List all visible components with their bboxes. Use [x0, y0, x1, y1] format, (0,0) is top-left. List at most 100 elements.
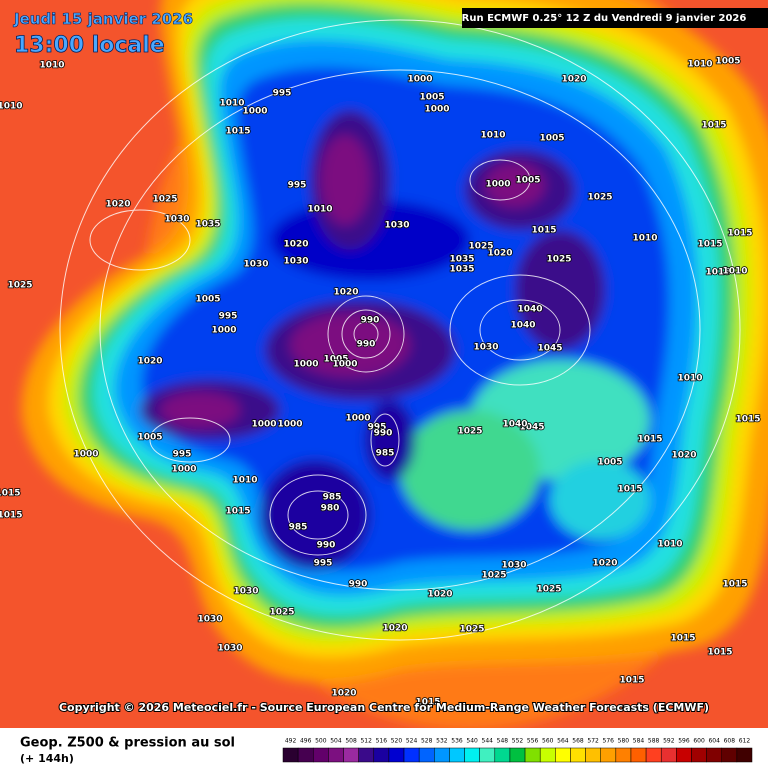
isobar-label: 1025: [587, 193, 612, 203]
isobar-label: 1025: [481, 571, 506, 581]
colorbar-swatch: [676, 747, 692, 763]
isobar-label: 1010: [219, 99, 244, 109]
isobar-label: 995: [314, 559, 333, 569]
isobar-label: 1030: [243, 260, 268, 270]
geopotential-field: [21, 0, 768, 730]
colorbar-swatch: [615, 747, 632, 763]
colorbar-label: 564: [557, 738, 569, 745]
colorbar-label: 580: [618, 738, 630, 745]
forecast-time: 13:00 locale: [14, 33, 165, 58]
isobar-label: 1015: [670, 634, 695, 644]
isobar-label: 1000: [293, 360, 318, 370]
colorbar-swatch: [600, 747, 617, 763]
isobar-label: 990: [361, 316, 380, 326]
isobar-label: 1010: [39, 61, 64, 71]
colorbar-label: 540: [466, 738, 478, 745]
isobar-label: 1000: [485, 180, 510, 190]
colorbar-label: 604: [708, 738, 720, 745]
isobar-label: 1015: [415, 698, 440, 708]
colorbar-label: 560: [542, 738, 554, 745]
isobar-label: 1015: [0, 489, 21, 499]
colorbar-label: 600: [693, 738, 705, 745]
isobar-label: 1030: [473, 343, 498, 353]
colorbar-label: 572: [587, 738, 599, 745]
colorbar-label: 528: [421, 738, 433, 745]
forecast-date: Jeudi 15 janvier 2026: [13, 10, 193, 28]
isobar-label: 1010: [307, 205, 332, 215]
colorbar-label: 544: [482, 738, 494, 745]
colorbar-label: 504: [330, 738, 342, 745]
isobar-label: 1000: [277, 420, 302, 430]
isobar-label: 1025: [546, 255, 571, 265]
isobar-label: 1020: [283, 240, 308, 250]
isobar-label: 1000: [345, 414, 370, 424]
isobar-label: 1000: [424, 105, 449, 115]
isobar-label: 1030: [217, 644, 242, 654]
isobar-label: 1015: [707, 648, 732, 658]
isobar-label: 1010: [677, 374, 702, 384]
colorbar-swatch: [388, 747, 405, 763]
isobar-label: 1005: [195, 295, 220, 305]
isobar-label: 1025: [7, 281, 32, 291]
isobar-label: 1005: [515, 176, 540, 186]
isobar-label: 1010: [657, 540, 682, 550]
isobar-label: 1025: [457, 427, 482, 437]
isobar-label: 1015: [225, 127, 250, 137]
run-info: Run ECMWF 0.25° 12 Z du Vendredi 9 janvi…: [462, 13, 747, 24]
isobar-label: 1015: [697, 240, 722, 250]
isobar-label: 995: [288, 181, 307, 191]
copyright: Copyright © 2026 Meteociel.fr - Source E…: [59, 701, 709, 714]
colorbar-label: 508: [345, 738, 357, 745]
isobar-label: 995: [219, 312, 238, 322]
colorbar-label: 596: [678, 738, 690, 745]
isobar-label: 1005: [137, 433, 162, 443]
colorbar-label: 492: [285, 738, 297, 745]
isobar-label: 995: [173, 450, 192, 460]
isobar-label: 1015: [619, 676, 644, 686]
isobar-label: 1000: [242, 107, 267, 117]
isobar-label: 1020: [382, 624, 407, 634]
isobar-label: 995: [273, 89, 292, 99]
colorbar-swatch: [539, 747, 556, 763]
isobar-label: 1025: [269, 608, 294, 618]
isobar-label: 1030: [164, 215, 189, 225]
isobar-label: 1030: [384, 221, 409, 231]
isobar-label: 1020: [671, 451, 696, 461]
run-box: [462, 8, 768, 28]
colorbar-label: 588: [648, 738, 660, 745]
colorbar-swatch: [630, 747, 647, 763]
isobar-label: 1010: [687, 60, 712, 70]
isobar-label: 1035: [449, 265, 474, 275]
colorbar-label: 520: [391, 738, 403, 745]
isobar-label: 985: [289, 523, 308, 533]
colorbar-label: 496: [300, 738, 312, 745]
isobar-label: 1020: [331, 689, 356, 699]
isobar-label: 985: [323, 493, 342, 503]
colorbar-swatch: [570, 747, 586, 763]
isobar-label: 1035: [195, 220, 220, 230]
isobar-label: 1040: [510, 321, 535, 331]
isobar-label: 1010: [232, 476, 257, 486]
isobar-label: 990: [349, 580, 368, 590]
isobar-label: 1040: [517, 305, 542, 315]
isobar-label: 995: [368, 423, 387, 433]
isobar-label: 1030: [233, 587, 258, 597]
colorbar: 492 496 500 504 508 512 516 520 524 528 532 536 540 5…: [282, 738, 753, 763]
isobar-label: 1010: [0, 102, 23, 112]
footer-lead: (+ 144h): [20, 752, 74, 765]
isobar-label: 1020: [105, 200, 130, 210]
isobar-label: 1025: [468, 242, 493, 252]
isobar-label: 1015: [531, 226, 556, 236]
colorbar-label: 524: [406, 738, 418, 745]
colorbar-swatch: [524, 747, 541, 763]
isobar-label: 1015: [0, 511, 23, 521]
colorbar-swatch: [358, 747, 375, 763]
isobar-label: 1025: [459, 625, 484, 635]
isobar-label: 1020: [427, 590, 452, 600]
colorbar-swatch: [449, 747, 465, 763]
isobar-label: 1035: [449, 255, 474, 265]
colorbar-swatch: [418, 747, 435, 763]
colorbar-swatch: [509, 747, 526, 763]
colorbar-swatch: [706, 747, 722, 763]
